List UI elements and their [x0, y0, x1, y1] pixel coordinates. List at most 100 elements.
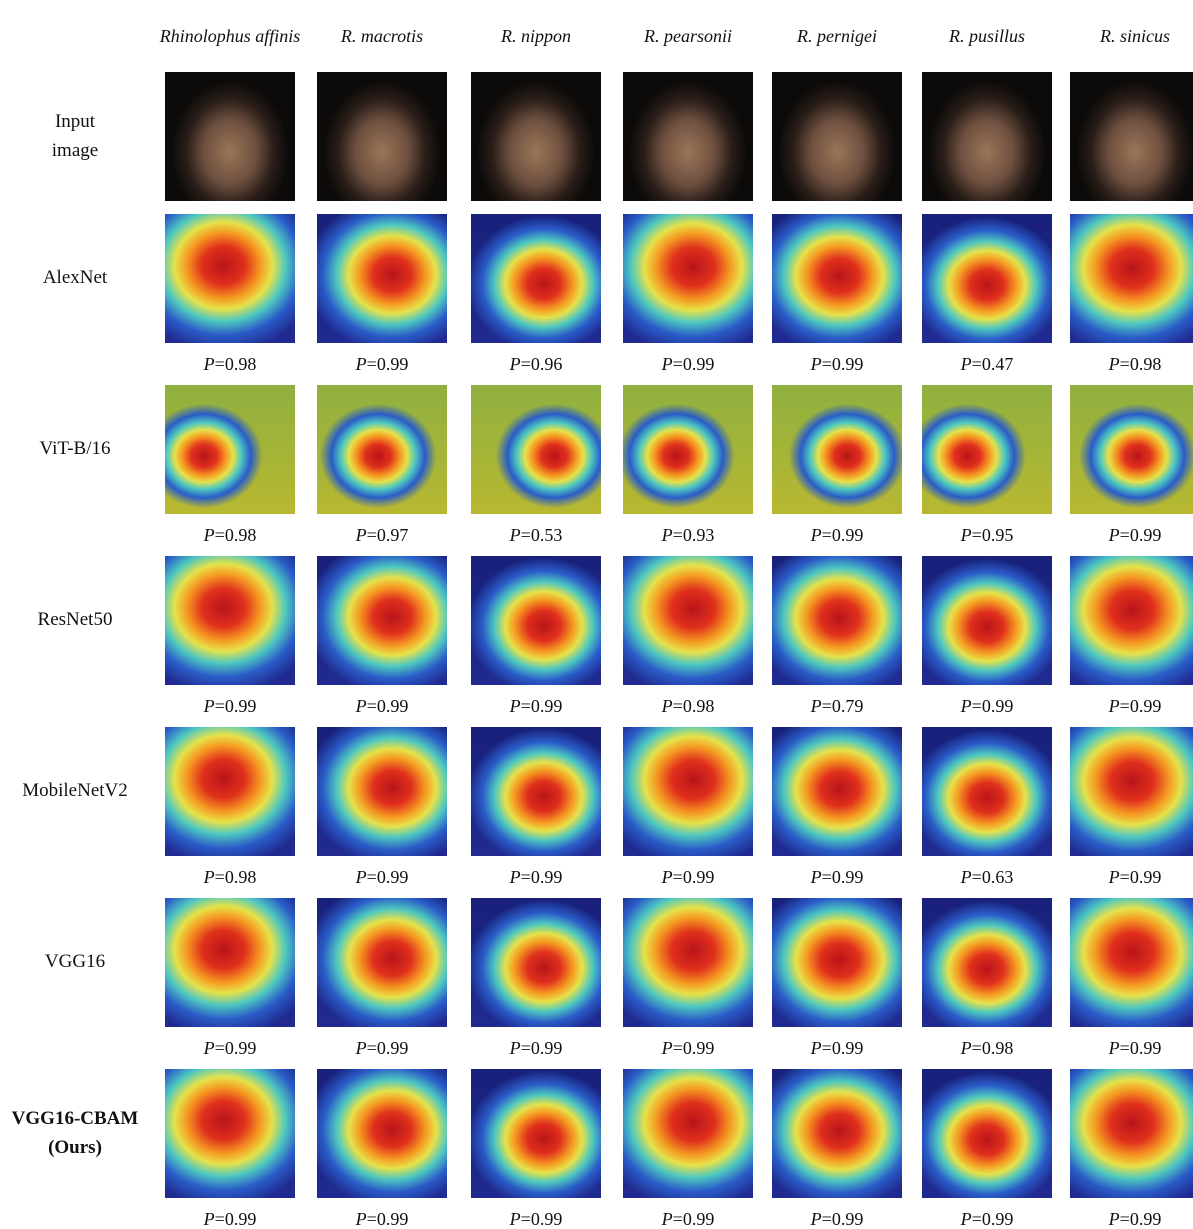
- p-label: P=0.95: [912, 524, 1062, 546]
- image-cell: [623, 214, 753, 343]
- image-cell: [623, 727, 753, 856]
- image-cell: [471, 556, 601, 685]
- p-label: P=0.96: [461, 353, 611, 375]
- p-label: P=0.99: [1060, 1037, 1193, 1059]
- p-label: P=0.99: [461, 866, 611, 888]
- column-header: R. pearsonii: [613, 8, 763, 64]
- image-cell: [1070, 1069, 1193, 1198]
- p-label: P=0.99: [461, 1037, 611, 1059]
- image-cell: [471, 214, 601, 343]
- image-cell: [1070, 385, 1193, 514]
- image-cell: [317, 556, 447, 685]
- image-cell: [317, 727, 447, 856]
- image-cell: [317, 72, 447, 201]
- image-cell: [165, 556, 295, 685]
- p-label: P=0.79: [762, 695, 912, 717]
- column-header: R. nippon: [461, 8, 611, 64]
- p-label: P=0.63: [912, 866, 1062, 888]
- p-label: P=0.98: [155, 353, 305, 375]
- p-label: P=0.97: [307, 524, 457, 546]
- image-cell: [317, 898, 447, 1027]
- image-cell: [623, 72, 753, 201]
- image-cell: [165, 898, 295, 1027]
- image-cell: [1070, 556, 1193, 685]
- p-label: P=0.99: [762, 1208, 912, 1229]
- image-cell: [922, 1069, 1052, 1198]
- row-label: MobileNetV2: [0, 776, 150, 805]
- p-label: P=0.99: [762, 1037, 912, 1059]
- p-label: P=0.99: [307, 866, 457, 888]
- column-header: R. pernigei: [762, 8, 912, 64]
- row-label: Input image: [0, 107, 150, 165]
- p-label: P=0.99: [1060, 524, 1193, 546]
- image-cell: [922, 214, 1052, 343]
- image-cell: [1070, 72, 1193, 201]
- image-cell: [165, 727, 295, 856]
- p-label: P=0.98: [912, 1037, 1062, 1059]
- p-label: P=0.99: [613, 866, 763, 888]
- image-cell: [165, 214, 295, 343]
- p-label: P=0.99: [307, 695, 457, 717]
- p-label: P=0.99: [307, 1208, 457, 1229]
- figure: Rhinolophus affinisR. macrotisR. nipponR…: [0, 0, 1193, 1229]
- image-cell: [772, 898, 902, 1027]
- p-label: P=0.99: [1060, 866, 1193, 888]
- p-label: P=0.99: [155, 695, 305, 717]
- image-cell: [623, 898, 753, 1027]
- image-cell: [317, 214, 447, 343]
- image-cell: [317, 385, 447, 514]
- p-label: P=0.99: [762, 353, 912, 375]
- image-cell: [922, 72, 1052, 201]
- p-label: P=0.99: [1060, 695, 1193, 717]
- image-cell: [165, 72, 295, 201]
- row-label: ViT-B/16: [0, 434, 150, 463]
- image-cell: [772, 385, 902, 514]
- p-label: P=0.99: [912, 695, 1062, 717]
- row-label: AlexNet: [0, 263, 150, 292]
- image-cell: [471, 385, 601, 514]
- p-label: P=0.99: [307, 1037, 457, 1059]
- image-cell: [471, 1069, 601, 1198]
- image-cell: [471, 72, 601, 201]
- image-cell: [922, 385, 1052, 514]
- p-label: P=0.99: [912, 1208, 1062, 1229]
- row-label: ResNet50: [0, 605, 150, 634]
- p-label: P=0.98: [1060, 353, 1193, 375]
- image-cell: [922, 556, 1052, 685]
- p-label: P=0.53: [461, 524, 611, 546]
- image-cell: [772, 556, 902, 685]
- p-label: P=0.98: [155, 866, 305, 888]
- image-cell: [772, 72, 902, 201]
- image-cell: [1070, 214, 1193, 343]
- p-label: P=0.99: [155, 1208, 305, 1229]
- p-label: P=0.99: [613, 353, 763, 375]
- p-label: P=0.99: [461, 695, 611, 717]
- p-label: P=0.93: [613, 524, 763, 546]
- p-label: P=0.99: [307, 353, 457, 375]
- image-cell: [772, 1069, 902, 1198]
- image-cell: [772, 214, 902, 343]
- image-cell: [772, 727, 902, 856]
- image-cell: [317, 1069, 447, 1198]
- image-cell: [1070, 727, 1193, 856]
- p-label: P=0.99: [762, 524, 912, 546]
- p-label: P=0.47: [912, 353, 1062, 375]
- image-cell: [1070, 898, 1193, 1027]
- column-header: R. macrotis: [307, 8, 457, 64]
- p-label: P=0.99: [1060, 1208, 1193, 1229]
- image-cell: [165, 385, 295, 514]
- image-cell: [623, 556, 753, 685]
- p-label: P=0.98: [613, 695, 763, 717]
- image-cell: [922, 898, 1052, 1027]
- image-cell: [623, 1069, 753, 1198]
- image-cell: [922, 727, 1052, 856]
- column-header: R. sinicus: [1060, 8, 1193, 64]
- p-label: P=0.98: [155, 524, 305, 546]
- row-label: VGG16-CBAM (Ours): [0, 1104, 150, 1162]
- p-label: P=0.99: [461, 1208, 611, 1229]
- column-header: R. pusillus: [912, 8, 1062, 64]
- image-cell: [471, 727, 601, 856]
- p-label: P=0.99: [762, 866, 912, 888]
- p-label: P=0.99: [155, 1037, 305, 1059]
- image-cell: [165, 1069, 295, 1198]
